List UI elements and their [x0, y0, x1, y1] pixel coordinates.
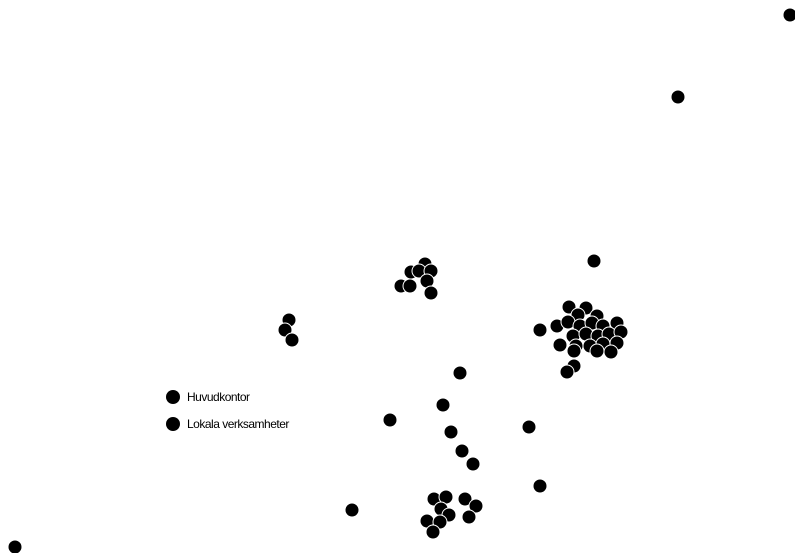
legend: Huvudkontor Lokala verksamheter [166, 389, 289, 443]
location-marker[interactable] [532, 478, 548, 494]
legend-item-huvudkontor: Huvudkontor [166, 389, 289, 405]
location-marker[interactable] [670, 89, 686, 105]
location-markers [7, 7, 795, 553]
location-marker[interactable] [603, 344, 619, 360]
location-marker[interactable] [461, 509, 477, 525]
location-marker[interactable] [344, 502, 360, 518]
location-marker[interactable] [566, 343, 582, 359]
huvudkontor-marker-icon [166, 390, 180, 404]
location-marker[interactable] [454, 443, 470, 459]
location-marker[interactable] [284, 332, 300, 348]
location-marker[interactable] [589, 343, 605, 359]
location-marker[interactable] [559, 364, 575, 380]
location-marker[interactable] [468, 498, 484, 514]
location-marker[interactable] [586, 253, 602, 269]
location-marker[interactable] [782, 7, 795, 23]
location-marker[interactable] [521, 419, 537, 435]
location-marker[interactable] [532, 322, 548, 338]
location-marker[interactable] [443, 424, 459, 440]
legend-label-lokala-verksamheter: Lokala verksamheter [187, 417, 289, 431]
location-marker[interactable] [465, 456, 481, 472]
location-marker[interactable] [423, 285, 439, 301]
location-marker[interactable] [435, 397, 451, 413]
location-marker[interactable] [457, 491, 473, 507]
legend-item-lokala-verksamheter: Lokala verksamheter [166, 416, 289, 432]
location-marker[interactable] [402, 278, 418, 294]
location-marker[interactable] [7, 539, 23, 553]
location-marker[interactable] [425, 524, 441, 540]
location-marker[interactable] [452, 365, 468, 381]
legend-label-huvudkontor: Huvudkontor [187, 390, 250, 404]
location-marker[interactable] [552, 337, 568, 353]
location-marker[interactable] [382, 412, 398, 428]
lokala-verksamheter-marker-icon [166, 417, 180, 431]
